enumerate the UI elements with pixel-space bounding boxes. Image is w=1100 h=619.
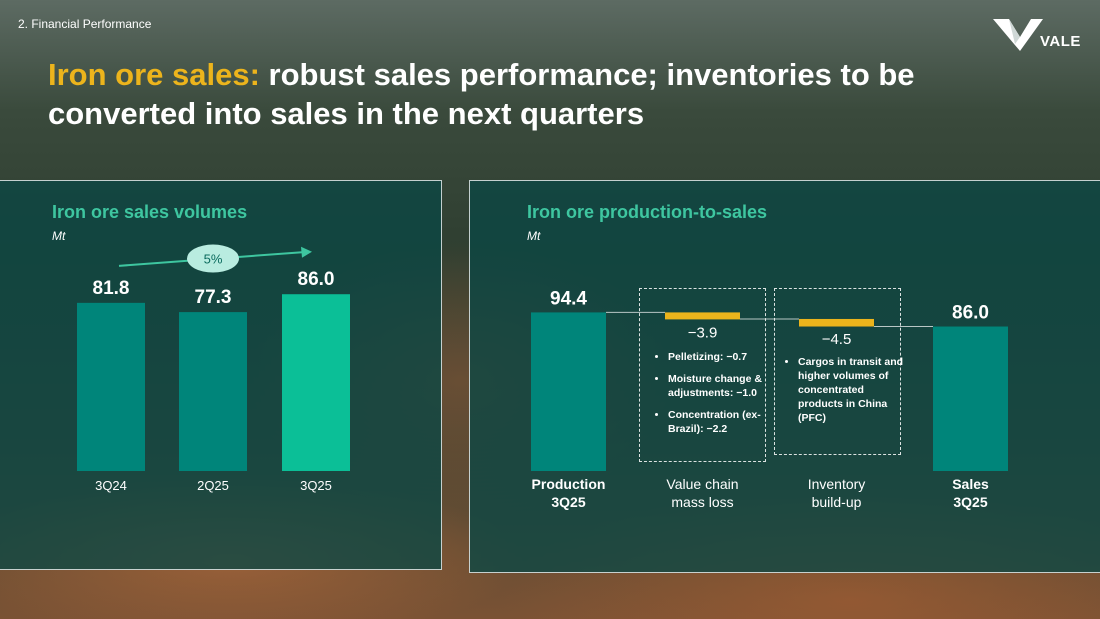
note-item: Cargos in transit and higher volumes of …: [798, 355, 908, 425]
value-chain-notes: Pelletizing: −0.7 Moisture change & adju…: [654, 350, 774, 444]
growth-badge-label: 5%: [204, 252, 223, 267]
inventory-notes-box: [774, 288, 901, 455]
category-label: Value chain: [666, 476, 738, 492]
growth-arrow-head: [301, 246, 312, 258]
note-item: Pelletizing: −0.7: [668, 350, 774, 364]
note-item: Concentration (ex-Brazil): −2.2: [668, 408, 774, 436]
chart-unit-production-to-sales: Mt: [527, 229, 541, 243]
category-label: 2Q25: [197, 478, 229, 493]
growth-badge: [187, 244, 239, 273]
category-label: 3Q25: [551, 494, 585, 510]
bar-value-label: 86.0: [298, 269, 335, 290]
category-label: 3Q24: [95, 478, 127, 493]
category-label: build-up: [812, 494, 862, 510]
category-label: Inventory: [808, 476, 866, 492]
chart-unit-sales-volumes: Mt: [52, 229, 66, 243]
bar-value-label: 86.0: [952, 303, 989, 324]
waterfall-bar: [531, 312, 606, 471]
value-chain-notes-box: [639, 288, 766, 462]
page-title: Iron ore sales: robust sales performance…: [48, 55, 1028, 133]
waterfall-delta-bar: [665, 312, 740, 320]
section-label: 2. Financial Performance: [18, 17, 152, 31]
inventory-notes: Cargos in transit and higher volumes of …: [784, 355, 908, 433]
bar-value-label: 94.4: [550, 288, 587, 309]
category-label: Sales: [952, 476, 989, 492]
note-item: Moisture change & adjustments: −1.0: [668, 372, 774, 400]
category-label: 3Q25: [953, 494, 987, 510]
chart-title-production-to-sales: Iron ore production-to-sales: [527, 202, 768, 222]
category-label: mass loss: [671, 494, 733, 510]
category-label: Production: [532, 476, 606, 492]
delta-value-label: −3.9: [688, 324, 718, 341]
bar-value-label: 81.8: [93, 278, 130, 299]
title-accent: Iron ore sales:: [48, 57, 260, 92]
waterfall-delta-bar: [799, 318, 874, 327]
bar: [77, 302, 145, 471]
vale-logo-icon: [993, 19, 1043, 51]
delta-value-label: −4.5: [822, 331, 852, 348]
waterfall-bar: [933, 326, 1008, 471]
bar: [179, 312, 247, 471]
chart-title-sales-volumes: Iron ore sales volumes: [52, 202, 248, 222]
bar-value-label: 77.3: [195, 287, 232, 308]
bar: [282, 294, 350, 471]
logo-text: VALE: [1040, 33, 1081, 50]
category-label: 3Q25: [300, 478, 332, 493]
title-rest: robust sales performance; inventories to…: [48, 57, 915, 131]
